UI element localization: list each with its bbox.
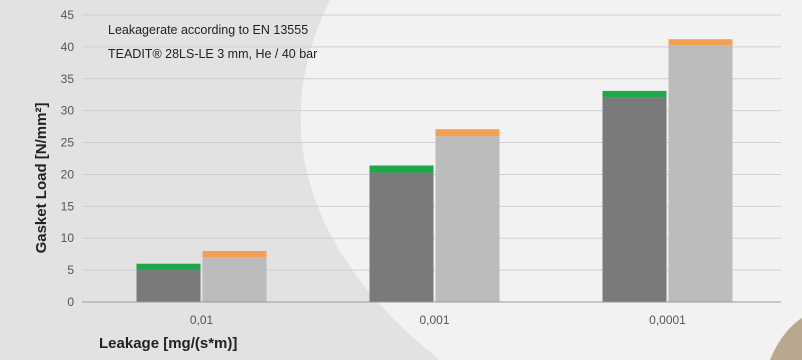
- annotation-line-2: TEADIT® 28LS-LE 3 mm, He / 40 bar: [108, 47, 317, 61]
- bar-base-2-2: [435, 136, 500, 302]
- bar-cap-2-3: [668, 39, 733, 45]
- corner-photo: [770, 318, 802, 360]
- y-tick-label: 20: [61, 167, 75, 181]
- bar-base-2-1: [202, 257, 267, 302]
- bars: [136, 39, 733, 303]
- y-tick-label: 0: [67, 295, 74, 309]
- y-tick-label: 25: [61, 136, 75, 150]
- bar-base-2-3: [668, 44, 733, 302]
- y-tick-labels: 0 5 10 15 20 25 30 35 40 45: [61, 8, 75, 309]
- y-tick-label: 30: [61, 104, 75, 118]
- x-tick-label: 0,01: [190, 313, 214, 327]
- bar-cap-1-2: [369, 165, 434, 173]
- bar-base-1-1: [136, 270, 201, 302]
- annotation-line-1: Leakagerate according to EN 13555: [108, 23, 308, 37]
- y-tick-label: 10: [61, 231, 75, 245]
- y-axis-title: Gasket Load [N/mm²]: [33, 103, 50, 254]
- y-tick-label: 15: [61, 199, 75, 213]
- bar-base-1-2: [369, 172, 434, 302]
- bar-cap-2-1: [202, 250, 267, 258]
- x-axis-title: Leakage [mg/(s*m)]: [99, 335, 237, 352]
- bar-base-1-3: [602, 97, 667, 303]
- bar-cap-1-1: [136, 263, 201, 271]
- y-tick-label: 35: [61, 72, 75, 86]
- bar-cap-2-2: [435, 129, 500, 137]
- x-tick-label: 0,001: [419, 313, 449, 327]
- y-tick-label: 40: [61, 40, 75, 54]
- bar-cap-1-3: [602, 90, 667, 98]
- x-tick-labels: 0,01 0,001 0,0001: [190, 313, 686, 327]
- y-tick-label: 45: [61, 8, 75, 22]
- x-tick-label: 0,0001: [649, 313, 686, 327]
- y-tick-label: 5: [67, 263, 74, 277]
